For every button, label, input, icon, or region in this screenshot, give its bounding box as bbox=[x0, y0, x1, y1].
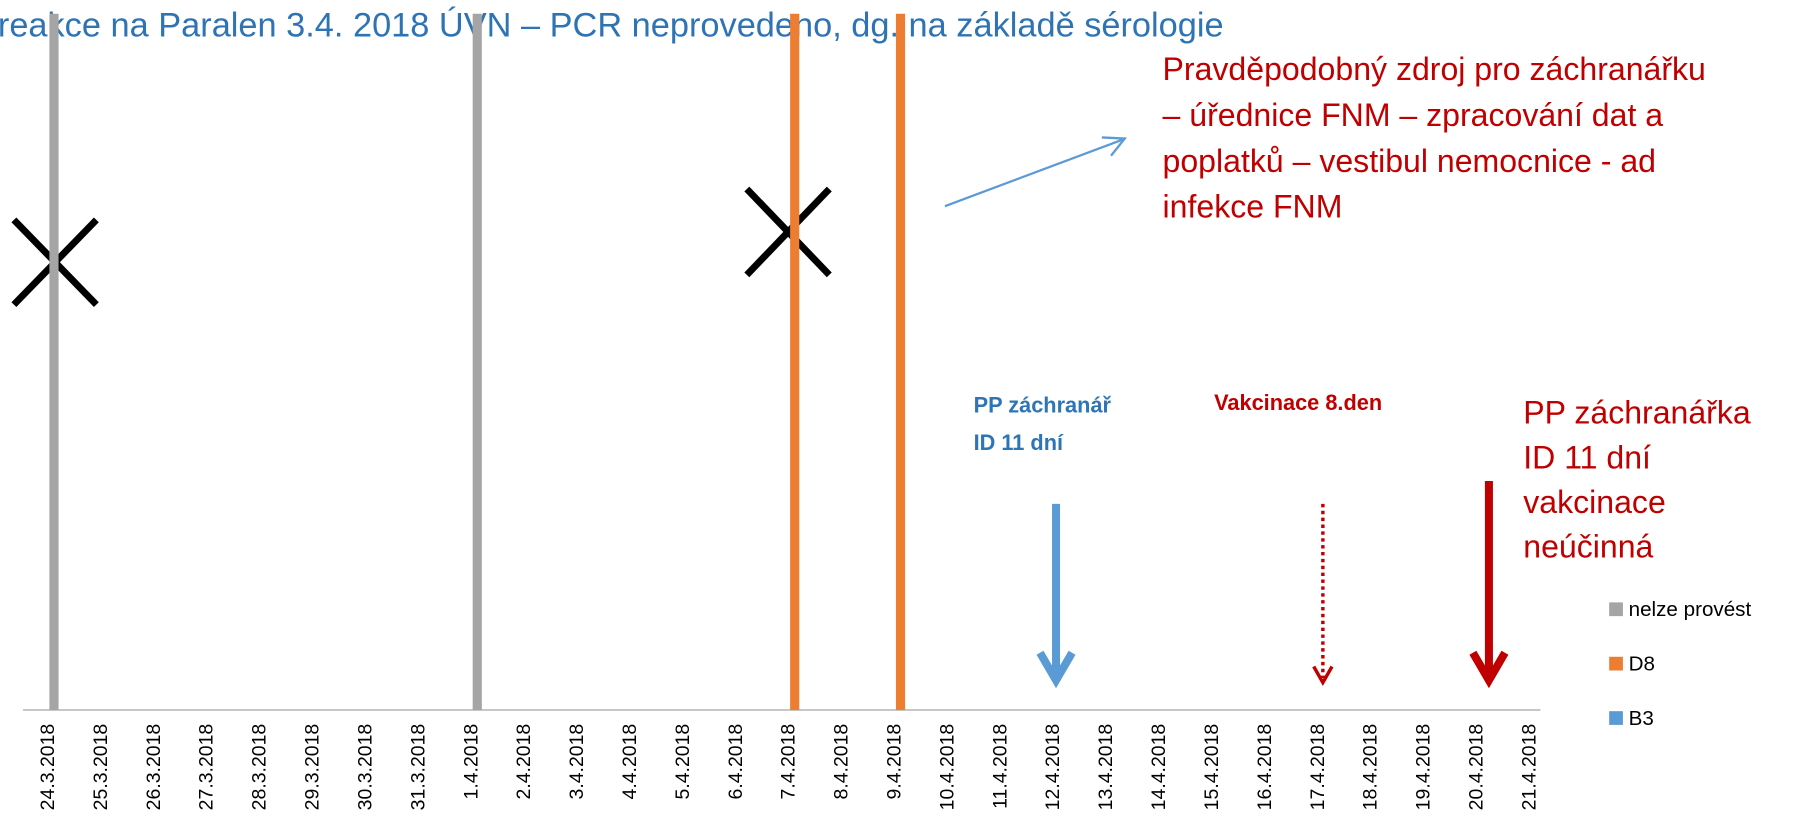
x-tick-label: 12.4.2018 bbox=[1042, 724, 1064, 811]
annotation: ID 11 dní bbox=[974, 430, 1064, 455]
x-tick-label: 24.3.2018 bbox=[37, 724, 59, 811]
annotation: PP záchranář bbox=[974, 392, 1112, 417]
annotation: Pravděpodobný zdroj pro záchranářku bbox=[1163, 51, 1706, 87]
chart-title: reakce na Paralen 3.4. 2018 ÚVN – PCR ne… bbox=[0, 6, 1224, 45]
arrow-head bbox=[1312, 665, 1334, 687]
legend-label: nelze provést bbox=[1629, 598, 1752, 621]
x-tick-label: 7.4.2018 bbox=[778, 724, 800, 800]
x-tick-label: 21.4.2018 bbox=[1518, 724, 1540, 811]
x-tick-label: 11.4.2018 bbox=[989, 724, 1011, 809]
x-tick-label: 25.3.2018 bbox=[90, 724, 112, 811]
pointer-arrow bbox=[944, 138, 1123, 208]
annotation: poplatků – vestibul nemocnice - ad bbox=[1163, 143, 1656, 179]
annotation: neúčinná bbox=[1523, 529, 1653, 565]
legend-label: D8 bbox=[1629, 653, 1655, 676]
annotation: ID 11 dní bbox=[1523, 439, 1651, 475]
arrows bbox=[944, 136, 1509, 689]
x-tick-label: 1.4.2018 bbox=[460, 724, 482, 800]
x-tick-label: 15.4.2018 bbox=[1201, 724, 1223, 811]
x-tick-label: 6.4.2018 bbox=[725, 724, 747, 800]
x-marks bbox=[11, 186, 832, 308]
x-tick-label: 26.3.2018 bbox=[143, 724, 165, 811]
x-tick-label: 14.4.2018 bbox=[1148, 724, 1170, 811]
x-tick-label: 3.4.2018 bbox=[566, 724, 588, 800]
cross-mark bbox=[744, 186, 832, 278]
x-tick-label: 9.4.2018 bbox=[884, 724, 906, 800]
arrow-head bbox=[1036, 650, 1076, 689]
x-tick-label: 8.4.2018 bbox=[831, 724, 853, 800]
x-tick-label: 30.3.2018 bbox=[354, 724, 376, 811]
annotation: Vakcinace 8.den bbox=[1214, 390, 1382, 415]
x-tick-label: 16.4.2018 bbox=[1254, 724, 1276, 811]
bar bbox=[49, 13, 59, 711]
x-tick-label: 4.4.2018 bbox=[619, 724, 641, 800]
bar bbox=[895, 13, 906, 711]
x-tick-label: 17.4.2018 bbox=[1307, 724, 1329, 811]
x-tick-label: 2.4.2018 bbox=[513, 724, 535, 800]
legend-label: B3 bbox=[1629, 707, 1654, 730]
x-tick-label: 19.4.2018 bbox=[1413, 724, 1435, 811]
x-tick-label: 27.3.2018 bbox=[196, 724, 218, 811]
x-tick-label: 28.3.2018 bbox=[249, 724, 271, 811]
legend-swatch bbox=[1609, 656, 1623, 671]
annotation: PP záchranářka bbox=[1523, 395, 1751, 431]
annotation: infekce FNM bbox=[1163, 189, 1343, 225]
legend-swatch bbox=[1609, 711, 1623, 725]
legend-swatch bbox=[1609, 602, 1623, 617]
x-tick-label: 13.4.2018 bbox=[1095, 724, 1117, 811]
x-tick-label: 20.4.2018 bbox=[1466, 724, 1488, 811]
annotation: vakcinace bbox=[1523, 484, 1666, 520]
x-tick-label: 10.4.2018 bbox=[936, 724, 958, 811]
arrow-head bbox=[1469, 650, 1509, 689]
bar bbox=[472, 13, 482, 711]
x-tick-label: 31.3.2018 bbox=[407, 724, 429, 811]
x-tick-label: 18.4.2018 bbox=[1360, 724, 1382, 811]
annotation: – úřednice FNM – zpracování dat a bbox=[1163, 97, 1664, 133]
bar bbox=[790, 13, 800, 711]
x-tick-label: 5.4.2018 bbox=[672, 724, 694, 800]
x-tick-label: 29.3.2018 bbox=[302, 724, 324, 811]
arrow-head bbox=[1101, 136, 1128, 157]
